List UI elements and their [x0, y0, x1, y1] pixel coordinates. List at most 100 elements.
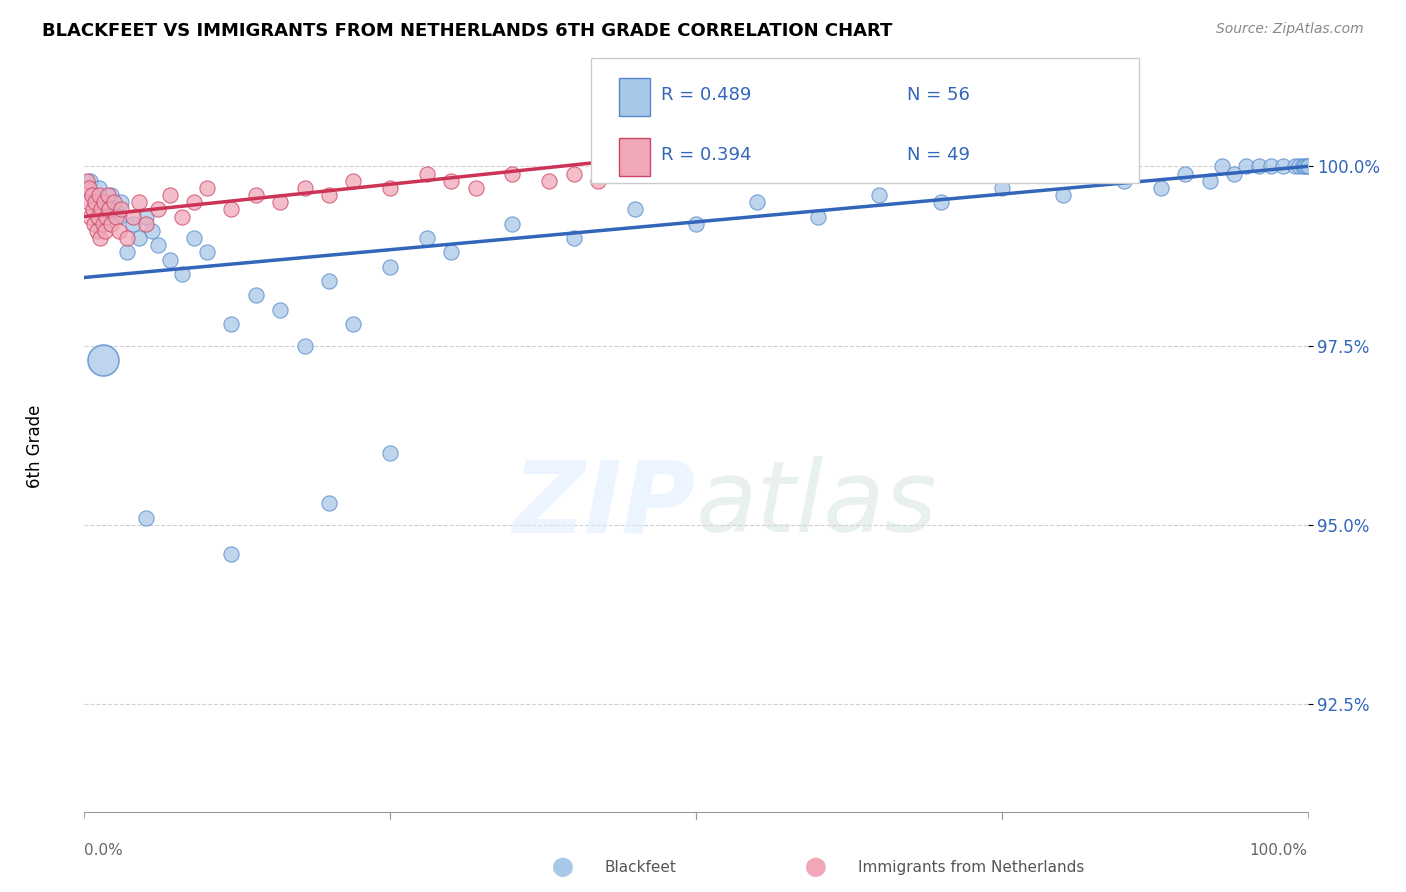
Point: [87, 188, 110, 202]
Point: [115, 245, 138, 260]
Point: [1284, 159, 1306, 173]
Point: [1292, 159, 1315, 173]
Point: [195, 245, 218, 260]
Text: R = 0.394: R = 0.394: [661, 146, 751, 164]
Point: [342, 317, 364, 331]
Point: [586, 174, 609, 188]
Point: [110, 202, 132, 217]
Point: [245, 288, 267, 302]
Point: [624, 202, 647, 217]
Point: [91, 353, 114, 368]
Point: [107, 224, 129, 238]
Point: [1296, 159, 1319, 173]
Point: [107, 210, 129, 224]
Point: [1296, 159, 1319, 173]
Point: [1198, 174, 1220, 188]
Point: [219, 317, 242, 331]
Point: [172, 210, 194, 224]
Point: [77, 181, 100, 195]
Point: [183, 231, 205, 245]
Point: [380, 446, 402, 460]
Point: [562, 231, 585, 245]
Point: [159, 252, 181, 267]
Point: [1150, 181, 1173, 195]
Text: Immigrants from Netherlands: Immigrants from Netherlands: [858, 860, 1084, 874]
Point: [1288, 159, 1310, 173]
Point: [76, 174, 98, 188]
Point: [1260, 159, 1282, 173]
Point: [90, 202, 112, 217]
Point: [440, 174, 463, 188]
Point: [83, 217, 105, 231]
Point: [1234, 159, 1257, 173]
Point: [159, 188, 181, 202]
Point: [97, 202, 120, 217]
Point: [105, 210, 128, 224]
Point: [96, 210, 118, 224]
Text: BLACKFEET VS IMMIGRANTS FROM NETHERLANDS 6TH GRADE CORRELATION CHART: BLACKFEET VS IMMIGRANTS FROM NETHERLANDS…: [42, 22, 893, 40]
Point: [624, 159, 647, 173]
Text: 6th Grade: 6th Grade: [27, 404, 44, 488]
Point: [115, 231, 138, 245]
Text: ⬤: ⬤: [551, 857, 574, 877]
Point: [80, 188, 103, 202]
Point: [685, 217, 707, 231]
Point: [146, 202, 169, 217]
Point: [82, 202, 104, 217]
Point: [87, 210, 110, 224]
Point: [141, 224, 163, 238]
Point: [747, 195, 769, 210]
Point: [294, 338, 316, 352]
Point: [84, 195, 107, 210]
Point: [929, 195, 952, 210]
Text: ZIP: ZIP: [513, 456, 696, 553]
Point: [1223, 167, 1246, 181]
Point: [110, 195, 132, 210]
Text: 100.0%: 100.0%: [1250, 843, 1308, 858]
Point: [183, 195, 205, 210]
Point: [1052, 188, 1074, 202]
Point: [87, 181, 110, 195]
Point: [122, 217, 145, 231]
Point: [807, 210, 830, 224]
Point: [135, 510, 157, 524]
Point: [464, 181, 486, 195]
Point: [100, 188, 122, 202]
Point: [991, 181, 1014, 195]
Text: 0.0%: 0.0%: [84, 843, 124, 858]
Text: N = 56: N = 56: [907, 87, 970, 104]
Point: [77, 195, 100, 210]
Point: [79, 210, 101, 224]
Point: [86, 195, 108, 210]
Point: [416, 167, 439, 181]
Point: [294, 181, 316, 195]
Point: [122, 210, 145, 224]
Point: [1174, 167, 1197, 181]
Point: [245, 188, 267, 202]
Point: [103, 195, 125, 210]
Point: [135, 210, 157, 224]
Point: [1247, 159, 1270, 173]
Point: [219, 547, 242, 561]
Point: [93, 195, 115, 210]
Point: [100, 217, 122, 231]
Point: [91, 202, 114, 217]
Point: [562, 167, 585, 181]
Point: [269, 302, 291, 317]
Point: [318, 274, 340, 288]
Point: [97, 188, 120, 202]
Point: [89, 231, 111, 245]
Point: [96, 210, 118, 224]
Point: [79, 174, 101, 188]
Text: Source: ZipAtlas.com: Source: ZipAtlas.com: [1216, 22, 1364, 37]
Point: [1294, 159, 1316, 173]
Point: [869, 188, 891, 202]
Text: Blackfeet: Blackfeet: [605, 860, 676, 874]
Point: [83, 188, 105, 202]
Point: [318, 188, 340, 202]
Point: [97, 195, 120, 210]
Point: [661, 159, 683, 173]
Point: [135, 217, 157, 231]
Point: [104, 202, 127, 217]
Point: [128, 231, 150, 245]
